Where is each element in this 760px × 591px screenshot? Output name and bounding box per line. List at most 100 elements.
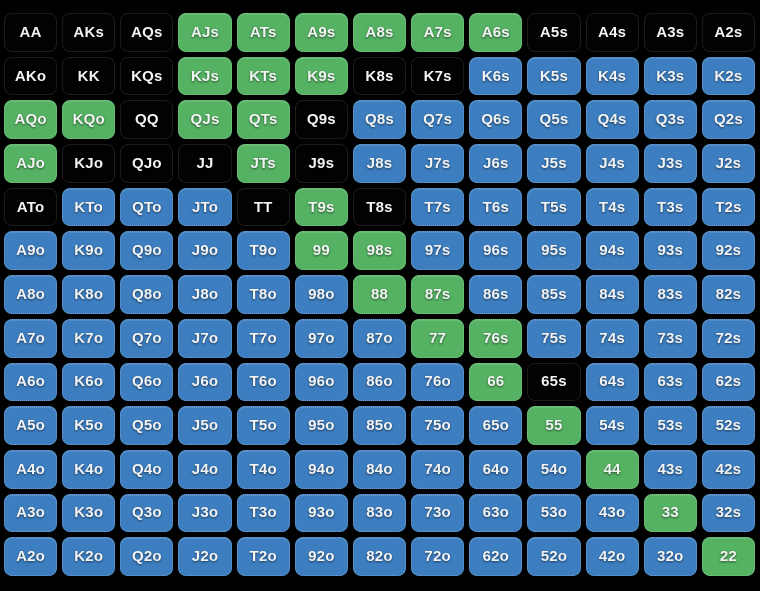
hand-cell-AJo[interactable]: AJo xyxy=(4,144,58,183)
hand-cell-J3s[interactable]: J3s xyxy=(643,144,697,183)
hand-cell-T9s[interactable]: T9s xyxy=(294,187,348,227)
hand-cell-T2o[interactable]: T2o xyxy=(236,537,290,576)
hand-cell-A7o[interactable]: A7o xyxy=(4,318,58,358)
hand-cell-Q5o[interactable]: Q5o xyxy=(120,406,174,445)
hand-cell-QQ[interactable]: QQ xyxy=(120,100,174,140)
hand-cell-54s[interactable]: 54s xyxy=(585,406,639,445)
hand-cell-75s[interactable]: 75s xyxy=(527,318,581,358)
hand-cell-T2s[interactable]: T2s xyxy=(701,187,755,227)
hand-cell-K8s[interactable]: K8s xyxy=(352,56,407,96)
hand-cell-T7o[interactable]: T7o xyxy=(236,318,290,358)
hand-cell-AA[interactable]: AA xyxy=(4,13,58,52)
hand-cell-T9o[interactable]: T9o xyxy=(236,231,290,271)
hand-cell-53o[interactable]: 53o xyxy=(527,493,581,533)
hand-cell-88[interactable]: 88 xyxy=(352,275,407,314)
hand-cell-KJo[interactable]: KJo xyxy=(62,144,116,183)
hand-cell-32o[interactable]: 32o xyxy=(643,537,697,576)
hand-cell-92o[interactable]: 92o xyxy=(294,537,348,576)
hand-cell-J3o[interactable]: J3o xyxy=(178,493,232,533)
hand-cell-KTs[interactable]: KTs xyxy=(236,56,290,96)
hand-cell-84s[interactable]: 84s xyxy=(585,275,639,314)
hand-cell-Q9s[interactable]: Q9s xyxy=(294,100,348,140)
hand-cell-K2s[interactable]: K2s xyxy=(701,56,755,96)
hand-cell-65o[interactable]: 65o xyxy=(469,406,523,445)
hand-cell-73o[interactable]: 73o xyxy=(411,493,465,533)
hand-cell-63o[interactable]: 63o xyxy=(469,493,523,533)
hand-cell-K9s[interactable]: K9s xyxy=(294,56,348,96)
hand-cell-K6s[interactable]: K6s xyxy=(469,56,523,96)
hand-cell-98o[interactable]: 98o xyxy=(294,275,348,314)
hand-cell-A8o[interactable]: A8o xyxy=(4,275,58,314)
hand-cell-J4o[interactable]: J4o xyxy=(178,449,232,489)
hand-cell-J2o[interactable]: J2o xyxy=(178,537,232,576)
hand-cell-JJ[interactable]: JJ xyxy=(178,144,232,183)
hand-cell-A2s[interactable]: A2s xyxy=(701,13,755,52)
hand-cell-96o[interactable]: 96o xyxy=(294,362,348,402)
hand-cell-T6s[interactable]: T6s xyxy=(469,187,523,227)
hand-cell-Q9o[interactable]: Q9o xyxy=(120,231,174,271)
hand-cell-97s[interactable]: 97s xyxy=(411,231,465,271)
hand-cell-Q7s[interactable]: Q7s xyxy=(411,100,465,140)
hand-cell-64o[interactable]: 64o xyxy=(469,449,523,489)
hand-cell-62s[interactable]: 62s xyxy=(701,362,755,402)
hand-cell-84o[interactable]: 84o xyxy=(352,449,407,489)
hand-cell-86o[interactable]: 86o xyxy=(352,362,407,402)
hand-cell-Q8s[interactable]: Q8s xyxy=(352,100,407,140)
hand-cell-KQs[interactable]: KQs xyxy=(120,56,174,96)
hand-cell-Q3o[interactable]: Q3o xyxy=(120,493,174,533)
hand-cell-KQo[interactable]: KQo xyxy=(62,100,116,140)
hand-cell-A3s[interactable]: A3s xyxy=(643,13,697,52)
hand-cell-98s[interactable]: 98s xyxy=(352,231,407,271)
hand-cell-86s[interactable]: 86s xyxy=(469,275,523,314)
hand-cell-J7o[interactable]: J7o xyxy=(178,318,232,358)
hand-cell-77[interactable]: 77 xyxy=(411,318,465,358)
hand-cell-Q8o[interactable]: Q8o xyxy=(120,275,174,314)
hand-cell-T3s[interactable]: T3s xyxy=(643,187,697,227)
hand-cell-A7s[interactable]: A7s xyxy=(411,13,465,52)
hand-cell-83s[interactable]: 83s xyxy=(643,275,697,314)
hand-cell-K5s[interactable]: K5s xyxy=(527,56,581,96)
hand-cell-T8s[interactable]: T8s xyxy=(352,187,407,227)
hand-cell-A6s[interactable]: A6s xyxy=(469,13,523,52)
hand-cell-K7s[interactable]: K7s xyxy=(411,56,465,96)
hand-cell-A4s[interactable]: A4s xyxy=(585,13,639,52)
hand-cell-J7s[interactable]: J7s xyxy=(411,144,465,183)
hand-cell-54o[interactable]: 54o xyxy=(527,449,581,489)
hand-cell-A9s[interactable]: A9s xyxy=(294,13,348,52)
hand-cell-72s[interactable]: 72s xyxy=(701,318,755,358)
hand-cell-55[interactable]: 55 xyxy=(527,406,581,445)
hand-cell-A5s[interactable]: A5s xyxy=(527,13,581,52)
hand-cell-A9o[interactable]: A9o xyxy=(4,231,58,271)
hand-cell-Q5s[interactable]: Q5s xyxy=(527,100,581,140)
hand-cell-K5o[interactable]: K5o xyxy=(62,406,116,445)
hand-cell-QJo[interactable]: QJo xyxy=(120,144,174,183)
hand-cell-J8s[interactable]: J8s xyxy=(352,144,407,183)
hand-cell-KJs[interactable]: KJs xyxy=(178,56,232,96)
hand-cell-AJs[interactable]: AJs xyxy=(178,13,232,52)
hand-cell-74o[interactable]: 74o xyxy=(411,449,465,489)
hand-cell-93o[interactable]: 93o xyxy=(294,493,348,533)
hand-cell-T5o[interactable]: T5o xyxy=(236,406,290,445)
hand-cell-A6o[interactable]: A6o xyxy=(4,362,58,402)
hand-cell-ATo[interactable]: ATo xyxy=(4,187,58,227)
hand-cell-J5o[interactable]: J5o xyxy=(178,406,232,445)
hand-cell-A2o[interactable]: A2o xyxy=(4,537,58,576)
hand-cell-A4o[interactable]: A4o xyxy=(4,449,58,489)
hand-cell-64s[interactable]: 64s xyxy=(585,362,639,402)
hand-cell-JTs[interactable]: JTs xyxy=(236,144,290,183)
hand-cell-K2o[interactable]: K2o xyxy=(62,537,116,576)
hand-cell-94s[interactable]: 94s xyxy=(585,231,639,271)
hand-cell-K8o[interactable]: K8o xyxy=(62,275,116,314)
hand-cell-AKo[interactable]: AKo xyxy=(4,56,58,96)
hand-cell-44[interactable]: 44 xyxy=(585,449,639,489)
hand-cell-J8o[interactable]: J8o xyxy=(178,275,232,314)
hand-cell-94o[interactable]: 94o xyxy=(294,449,348,489)
hand-cell-66[interactable]: 66 xyxy=(469,362,523,402)
hand-cell-93s[interactable]: 93s xyxy=(643,231,697,271)
hand-cell-K4o[interactable]: K4o xyxy=(62,449,116,489)
hand-cell-AKs[interactable]: AKs xyxy=(62,13,116,52)
hand-cell-T8o[interactable]: T8o xyxy=(236,275,290,314)
hand-cell-T3o[interactable]: T3o xyxy=(236,493,290,533)
hand-cell-74s[interactable]: 74s xyxy=(585,318,639,358)
hand-cell-TT[interactable]: TT xyxy=(236,187,290,227)
